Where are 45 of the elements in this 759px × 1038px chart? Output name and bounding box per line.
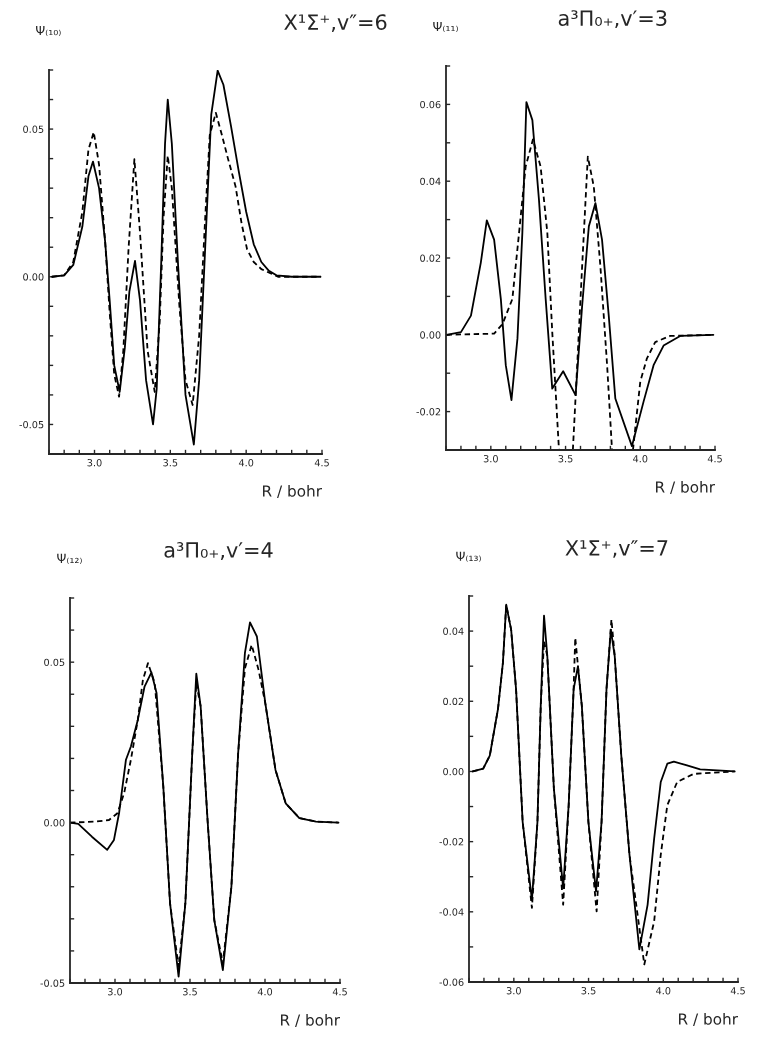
- x-tick-label: 4.5: [730, 987, 745, 995]
- y-tick-label: -0.06: [439, 978, 464, 986]
- y-axis-title: Ψ₍₁₂₎: [57, 553, 82, 564]
- y-tick-label: 0.05: [44, 658, 65, 666]
- x-tick-label: 3.5: [163, 459, 178, 467]
- y-tick-label: 0.00: [443, 767, 464, 776]
- x-tick-label: 4.5: [314, 459, 329, 467]
- y-tick-label: -0.02: [416, 408, 441, 416]
- x-tick-label: 4.0: [633, 455, 648, 463]
- y-tick-label: -0.05: [19, 420, 44, 429]
- x-tick-label: 4.0: [257, 988, 273, 996]
- y-axis-title: Ψ₍₁₀₎: [36, 25, 61, 37]
- x-tick-label: 4.0: [238, 459, 254, 467]
- x-axis-title: R / bohr: [656, 480, 715, 494]
- y-tick-label: 0.00: [23, 273, 44, 281]
- x-axis-title: R / bohr: [263, 484, 322, 498]
- y-tick-label: 0.02: [420, 254, 441, 262]
- x-tick-label: 3.0: [108, 988, 123, 996]
- y-tick-label: 0.00: [420, 331, 441, 339]
- chart-title: X¹Σ⁺,v″=7: [565, 540, 668, 558]
- y-tick-label: 0.05: [23, 125, 44, 133]
- y-tick-label: 0.04: [420, 177, 441, 186]
- x-tick-label: 3.0: [87, 459, 102, 467]
- y-tick-label: 0.00: [44, 819, 65, 827]
- x-axis-title: R / bohr: [281, 1013, 340, 1027]
- chart-title: X¹Σ⁺,v″=6: [284, 14, 387, 33]
- x-tick-label: 4.5: [332, 988, 347, 996]
- y-tick-label: 0.04: [443, 627, 464, 635]
- x-tick-label: 3.0: [483, 455, 498, 463]
- x-tick-label: 3.0: [506, 987, 521, 995]
- chart-title: a³Π₀₊,v′=4: [164, 542, 273, 560]
- y-tick-label: -0.05: [40, 979, 65, 987]
- x-tick-label: 3.5: [581, 987, 596, 995]
- y-axis-title: Ψ₍₁₁₎: [433, 21, 458, 33]
- x-tick-label: 3.5: [183, 988, 197, 996]
- y-tick-label: 0.06: [420, 100, 441, 109]
- y-tick-label: -0.04: [439, 908, 464, 916]
- x-axis-title: R / bohr: [679, 1012, 738, 1026]
- chart-title: a³Π₀₊,v′=3: [558, 10, 667, 29]
- y-tick-label: 0.02: [443, 697, 464, 706]
- x-tick-label: 4.5: [707, 455, 722, 463]
- x-tick-label: 4.0: [656, 987, 671, 995]
- y-axis-title: Ψ₍₁₃₎: [456, 551, 481, 562]
- y-tick-label: -0.02: [439, 838, 464, 846]
- x-tick-label: 3.5: [558, 455, 573, 463]
